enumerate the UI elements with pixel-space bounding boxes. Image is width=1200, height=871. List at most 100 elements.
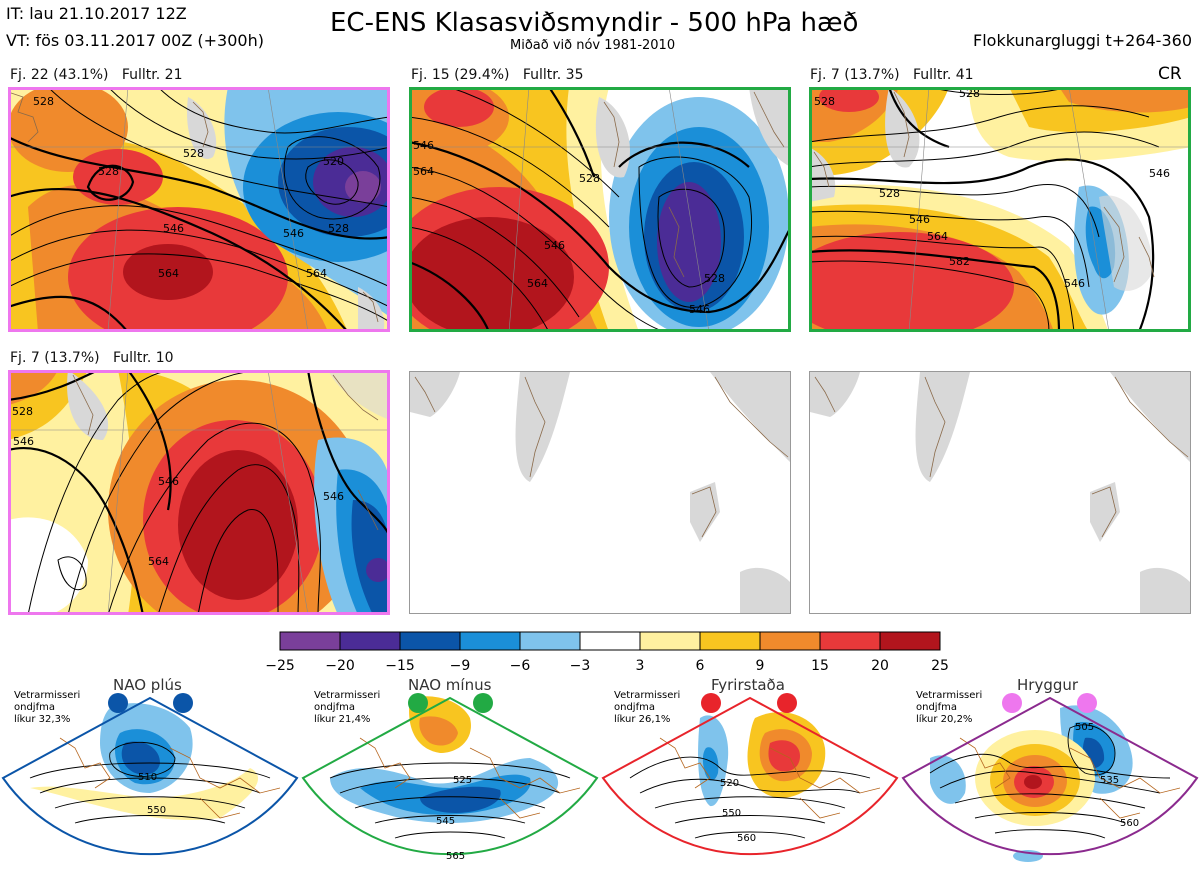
regime-1: NAO plús Vetrarmisseri ondjfma líkur 32,… (1, 678, 299, 856)
cluster-map-1: 528 528 546 564 520 528 546 564 528 (8, 87, 390, 332)
colorbar-tick-label: −20 (325, 658, 355, 674)
regime-note: ondjfma (614, 702, 655, 713)
panel-label-2: Fj. 15 (29.4%) Fulltr. 35 (411, 67, 584, 83)
contour-label: 528 (579, 172, 600, 185)
contour-label: 546 (1064, 277, 1085, 290)
regime-contour-label: 560 (737, 833, 756, 844)
regime-name: NAO mínus (408, 678, 492, 694)
colorbar-tick-label: 25 (931, 658, 949, 674)
regime-note: líkur 26,1% (614, 713, 670, 725)
regime-note: Vetrarmisseri (14, 690, 80, 701)
colorbar-cell (879, 631, 941, 651)
cluster-map-3: 528 528 546 564 582 528 546 546 (809, 87, 1191, 332)
empty-map-6 (809, 371, 1191, 614)
contour-label: 546 (689, 303, 710, 316)
contour-label: 528 (879, 187, 900, 200)
colorbar-tick-label: 15 (811, 658, 829, 674)
colorbar-tick-label: 9 (756, 658, 765, 674)
regime-contour-label: 565 (446, 851, 465, 862)
regime-name: Fyrirstaða (711, 678, 785, 694)
colorbar-cell (459, 631, 521, 651)
valid-time: VT: fös 03.11.2017 00Z (+300h) (6, 31, 264, 50)
contour-label: 528 (12, 405, 33, 418)
colorbar-tick-label: −15 (385, 658, 415, 674)
contour-label: 564 (148, 555, 169, 568)
init-time: IT: lau 21.10.2017 12Z (6, 4, 187, 23)
contour-label: 564 (306, 267, 327, 280)
cluster-border-2 (409, 87, 791, 332)
regime-contour-label: 520 (720, 778, 739, 789)
contour-label: 564 (158, 267, 179, 280)
colorbar-tick-label: −9 (450, 658, 471, 674)
colorbar-cell (639, 631, 701, 651)
contour-label: 546 (158, 475, 179, 488)
colorbar-tick-label: −3 (570, 658, 591, 674)
regime-note: ondjfma (916, 702, 957, 713)
contour-label: 546 (413, 139, 434, 152)
regime-contour-label: 535 (1100, 775, 1119, 786)
contour-label: 564 (527, 277, 548, 290)
colorbar-cell (759, 631, 821, 651)
contour-label: 546 (544, 239, 565, 252)
regime-contour-label: 545 (436, 816, 455, 827)
contour-label: 546 (323, 490, 344, 503)
regime-note: líkur 32,3% (14, 713, 70, 725)
regime-contour-label: 510 (138, 772, 157, 783)
regime-contour-label: 550 (147, 805, 166, 816)
contour-label: 546 (163, 222, 184, 235)
cluster-map-4: 528 546 546 564 546 (8, 370, 390, 615)
contour-label: 528 (183, 147, 204, 160)
chart-title: EC-ENS Klasasviðsmyndir - 500 hPa hæð (330, 8, 859, 38)
colorbar-cell (819, 631, 881, 651)
colorbar-cell (339, 631, 401, 651)
colorbar-tick-label: −25 (265, 658, 295, 674)
colorbar-cell (279, 631, 341, 651)
classification-window: Flokkunargluggi t+264-360 (973, 31, 1192, 50)
colorbar-tick-label: −6 (510, 658, 531, 674)
contour-label: 546 (13, 435, 34, 448)
regime-contour-label: 525 (453, 775, 472, 786)
empty-map-5 (409, 371, 791, 614)
regime-panels: NAO plús Vetrarmisseri ondjfma líkur 32,… (1, 678, 1199, 862)
contour-label: 528 (328, 222, 349, 235)
regime-note: Vetrarmisseri (916, 690, 982, 701)
contour-label: 528 (704, 272, 725, 285)
regime-note: ondjfma (14, 702, 55, 713)
cluster-border-3 (809, 87, 1191, 332)
contour-label: 546 (1149, 167, 1170, 180)
regime-name: Hryggur (1017, 678, 1079, 694)
regime-note: ondjfma (314, 702, 355, 713)
panel-label-3: Fj. 7 (13.7%) Fulltr. 41 (810, 67, 974, 83)
regime-contour-label: 505 (1075, 722, 1094, 733)
contour-label: 564 (927, 230, 948, 243)
cluster-border-1 (8, 87, 390, 332)
cluster-map-2: 546 564 528 564 546 528 546 (409, 87, 791, 332)
cr-mark: CR (1158, 64, 1182, 84)
colorbar-tick-label: 3 (636, 658, 645, 674)
regime-note: líkur 21,4% (314, 713, 370, 725)
colorbar-tick-label: 6 (696, 658, 705, 674)
chart-subtitle: Miðað við nóv 1981-2010 (510, 38, 676, 53)
contour-label: 546 (909, 213, 930, 226)
regime-note: Vetrarmisseri (314, 690, 380, 701)
regime-2: NAO mínus Vetrarmisseri ondjfma líkur 21… (301, 678, 599, 862)
panel-label-4: Fj. 7 (13.7%) Fulltr. 10 (10, 350, 174, 366)
panel-label-1: Fj. 22 (43.1%) Fulltr. 21 (10, 67, 183, 83)
contour-label: 546 (283, 227, 304, 240)
colorbar-cell (519, 631, 581, 651)
contour-label: 582 (949, 255, 970, 268)
cluster-border-4 (8, 370, 390, 615)
contour-label: 528 (98, 165, 119, 178)
regime-note: Vetrarmisseri (614, 690, 680, 701)
regime-3: Fyrirstaða Vetrarmisseri ondjfma líkur 2… (601, 678, 899, 856)
regime-contour-label: 560 (1120, 818, 1139, 829)
contour-label: 564 (413, 165, 434, 178)
colorbar-cell (579, 631, 641, 651)
regime-note: líkur 20,2% (916, 713, 972, 725)
contour-label: 528 (814, 95, 835, 108)
contour-label: 528 (33, 95, 54, 108)
regime-4: Hryggur Vetrarmisseri ondjfma líkur 20,2… (901, 678, 1199, 862)
regime-contour-label: 550 (722, 808, 741, 819)
colorbar-cell (399, 631, 461, 651)
colorbar-tick-label: 20 (871, 658, 889, 674)
